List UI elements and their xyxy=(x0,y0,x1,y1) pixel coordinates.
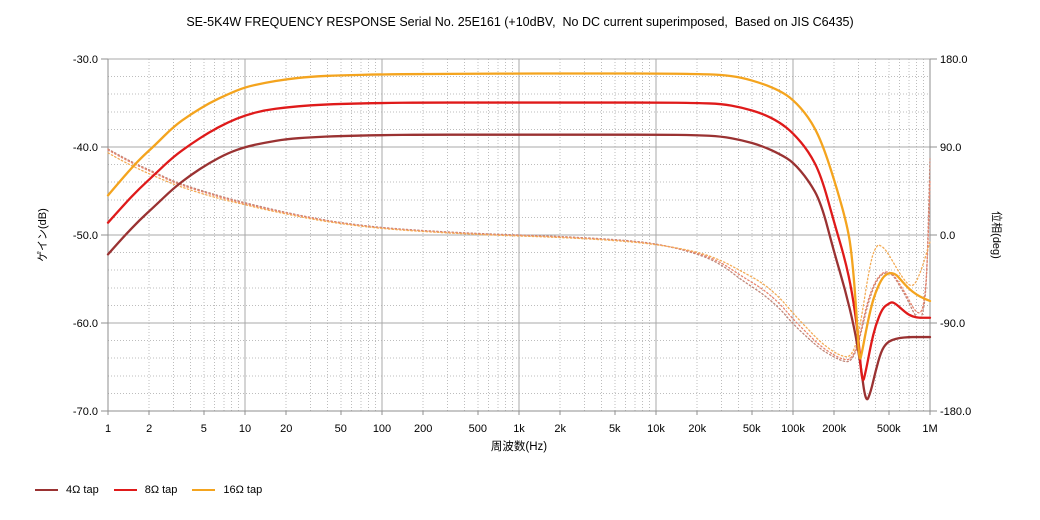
legend-label: 8Ω tap xyxy=(144,484,178,496)
chart-title: SE-5K4W FREQUENCY RESPONSE Serial No. 25… xyxy=(186,15,854,29)
tick-labels: 1 2 5 10 20 50 100 200 500 1k 2k 5k 10k 20k 50k 100k 200… xyxy=(73,54,971,435)
x-tick-label: 200 xyxy=(414,423,432,435)
gain-curve-gain-8ohm xyxy=(106,101,932,382)
phase-curve-phase-8ohm xyxy=(107,149,931,361)
y-right-tick-label: -180.0 xyxy=(940,406,971,418)
legend-item-8tapohm-tap: 8Ω tap xyxy=(113,484,178,496)
x-tick-label: 500 xyxy=(469,423,487,435)
legend-swatch xyxy=(35,489,58,491)
x-tick-label: 1k xyxy=(513,423,525,435)
x-tick-label: 10 xyxy=(239,423,251,435)
legend-label: 16Ω tap xyxy=(223,484,263,496)
x-tick-label: 5 xyxy=(201,423,207,435)
y-left-tick-label: -60.0 xyxy=(73,318,98,330)
x-tick-label: 20 xyxy=(280,423,292,435)
legend-swatch xyxy=(113,489,137,491)
x-tick-label: 5k xyxy=(609,423,621,435)
x-tick-label: 100k xyxy=(781,423,805,435)
phase-curve-phase-4ohm xyxy=(107,148,931,363)
x-tick-label: 1 xyxy=(105,423,111,435)
y-right-tick-label: 0.0 xyxy=(940,230,955,242)
y-left-tick-label: -40.0 xyxy=(73,142,98,154)
x-tick-label: 100 xyxy=(373,423,391,435)
legend-item-16tapohm-tap: 16Ω tap xyxy=(192,484,262,496)
x-tick-label: 1M xyxy=(922,423,937,435)
gain-curve-gain-16ohm xyxy=(106,72,932,360)
x-axis-label: 周波数(Hz) xyxy=(490,441,548,453)
x-tick-label: 50 xyxy=(335,423,347,435)
y-right-tick-label: 90.0 xyxy=(940,142,961,154)
chart-legend: 4Ω tap 8Ω tap 16Ω tap xyxy=(35,484,262,496)
y-right-tick-label: 180.0 xyxy=(940,54,968,66)
y-right-tick-label: -90.0 xyxy=(940,318,965,330)
x-tick-label: 2k xyxy=(554,423,566,435)
x-tick-label: 200k xyxy=(822,423,846,435)
x-tick-label: 2 xyxy=(146,423,152,435)
legend-swatch xyxy=(192,489,216,491)
y-left-tick-label: -50.0 xyxy=(73,230,98,242)
gain-curve-gain-4ohm xyxy=(106,133,932,401)
y-left-tick-label: -70.0 xyxy=(73,406,98,418)
series-curves xyxy=(106,72,932,401)
phase-curve-phase-16ohm xyxy=(107,152,931,358)
legend-label: 4Ω tap xyxy=(66,484,99,496)
y-left-tick-label: -30.0 xyxy=(73,54,98,66)
x-tick-label: 500k xyxy=(877,423,901,435)
legend-item-4tapohm-tap: 4Ω tap xyxy=(35,484,99,496)
x-tick-label: 50k xyxy=(743,423,761,435)
axis-frame xyxy=(101,58,937,415)
x-tick-label: 10k xyxy=(647,423,665,435)
x-tick-label: 20k xyxy=(688,423,706,435)
